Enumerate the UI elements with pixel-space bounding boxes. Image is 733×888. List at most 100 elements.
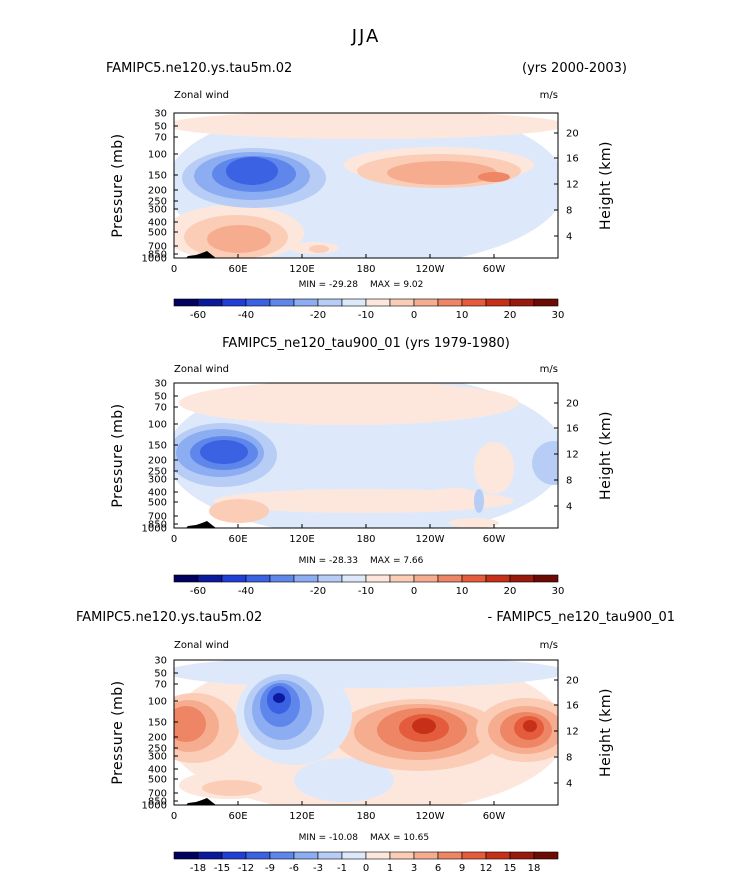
colorbar-box <box>365 574 391 583</box>
colorbar-box <box>269 298 295 307</box>
colorbar-box <box>389 851 415 860</box>
colorbar-box <box>509 298 535 307</box>
y-tick-label: 70 <box>154 133 167 144</box>
x-tick-label: 120W <box>416 811 445 822</box>
y-tick-label: 250 <box>148 744 167 755</box>
units-label: m/s <box>540 364 558 375</box>
colorbar: -60 -40 -20 -10 0 10 20 30 <box>173 574 565 597</box>
contour-region <box>523 720 537 732</box>
contour-region <box>200 440 248 464</box>
y-tick-label: 700 <box>148 512 167 523</box>
contour-region <box>294 758 394 802</box>
colorbar-label: -10 <box>358 586 374 597</box>
y2-tick-label: 8 <box>566 206 572 217</box>
colorbar-box <box>293 298 319 307</box>
units-label: m/s <box>540 90 558 101</box>
y-tick-label: 30 <box>154 379 167 390</box>
colorbar-box <box>317 574 343 583</box>
y-tick-label: 50 <box>154 392 167 403</box>
y-tick-label: 200 <box>148 733 167 744</box>
contour-region <box>202 780 262 796</box>
colorbar-box <box>341 851 367 860</box>
colorbar-label: -15 <box>214 863 230 874</box>
colorbar-box <box>197 574 223 583</box>
colorbar-label: 30 <box>552 586 565 597</box>
y2-tick-label: 20 <box>566 676 579 687</box>
contour-region <box>273 693 285 703</box>
colorbar-box <box>533 851 559 860</box>
x-tick-label: 120W <box>416 534 445 545</box>
contour-fills <box>174 113 558 258</box>
y-tick-label: 850 <box>148 250 167 261</box>
colorbar-label: 10 <box>456 586 469 597</box>
panel-title-right: - FAMIPC5_ne120_tau900_01 <box>488 610 675 625</box>
contour-region <box>174 660 558 688</box>
y-tick-label: 850 <box>148 520 167 531</box>
panel-title-left: FAMIPC5_ne120_tau900_01 (yrs 1979-1980) <box>222 336 510 351</box>
variable-label: Zonal wind <box>174 364 229 375</box>
y-tick-label: 50 <box>154 669 167 680</box>
contour-region <box>474 489 484 513</box>
colorbar-box <box>413 574 439 583</box>
x-tick-label: 180 <box>356 534 375 545</box>
colorbar-label: -20 <box>310 310 326 321</box>
y-tick-label: 700 <box>148 242 167 253</box>
y2-tick-label: 12 <box>566 450 579 461</box>
units-label: m/s <box>540 640 558 651</box>
y-tick-label: 100 <box>148 697 167 708</box>
colorbar-label: -9 <box>265 863 275 874</box>
contour-region <box>309 245 329 253</box>
x-tick-label: 60W <box>483 534 506 545</box>
colorbar-box <box>509 851 535 860</box>
x-tick-label: 60E <box>228 811 247 822</box>
colorbar-box <box>173 574 199 583</box>
colorbar-box <box>437 851 463 860</box>
x-tick-label: 0 <box>171 811 177 822</box>
colorbar-box <box>461 851 487 860</box>
variable-label: Zonal wind <box>174 640 229 651</box>
y2-tick-label: 4 <box>566 232 572 243</box>
colorbar-label: -18 <box>190 863 206 874</box>
panel-title-right: (yrs 2000-2003) <box>522 61 627 76</box>
contour-fills <box>174 660 558 805</box>
y-tick-label: 30 <box>154 656 167 667</box>
y-tick-label: 700 <box>148 789 167 800</box>
colorbar-box <box>461 574 487 583</box>
x-tick-label: 60W <box>483 264 506 275</box>
topography <box>186 251 216 258</box>
y2-tick-label: 16 <box>566 701 579 712</box>
contour-region <box>478 172 510 182</box>
colorbar-box <box>437 298 463 307</box>
contour-region <box>474 442 514 494</box>
min-label: MIN = -10.08 <box>299 833 359 843</box>
y2-tick-label: 20 <box>566 129 579 140</box>
y-tick-label: 1000 <box>142 524 167 535</box>
colorbar-box <box>341 574 367 583</box>
contour-region <box>412 718 436 734</box>
y-tick-label: 1000 <box>142 254 167 265</box>
y-tick-label: 150 <box>148 718 167 729</box>
contour-region <box>226 157 278 185</box>
min-label: MIN = -29.28 <box>299 280 359 290</box>
colorbar-box <box>221 574 247 583</box>
colorbar-label: 1 <box>387 863 393 874</box>
colorbar-box <box>293 851 319 860</box>
contour-region <box>532 441 558 485</box>
contour-region <box>387 161 497 185</box>
colorbar-box <box>317 851 343 860</box>
colorbar-box <box>485 574 511 583</box>
colorbar-box <box>173 851 199 860</box>
y-tick-label: 100 <box>148 150 167 161</box>
contour-region <box>174 113 558 139</box>
colorbar-label: -6 <box>289 863 299 874</box>
contour-region <box>174 706 206 742</box>
x-tick-label: 60E <box>228 534 247 545</box>
colorbar-label: -10 <box>358 310 374 321</box>
y-tick-label: 400 <box>148 488 167 499</box>
colorbar-box <box>317 298 343 307</box>
x-tick-label: 120W <box>416 264 445 275</box>
y-tick-label: 300 <box>148 205 167 216</box>
y-tick-label: 200 <box>148 456 167 467</box>
colorbar-box <box>341 298 367 307</box>
x-tick-label: 60W <box>483 811 506 822</box>
